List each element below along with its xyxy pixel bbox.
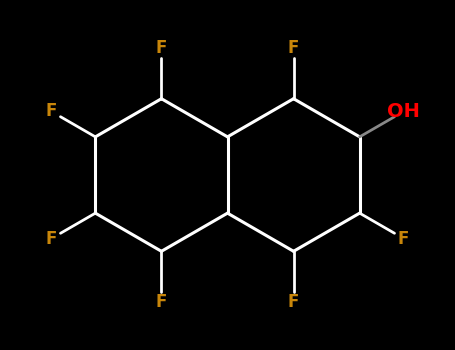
Text: OH: OH bbox=[387, 102, 420, 121]
Text: F: F bbox=[46, 103, 57, 120]
Text: F: F bbox=[46, 230, 57, 247]
Text: F: F bbox=[156, 39, 167, 57]
Text: F: F bbox=[288, 293, 299, 311]
Text: F: F bbox=[156, 293, 167, 311]
Text: F: F bbox=[288, 39, 299, 57]
Text: F: F bbox=[398, 230, 410, 247]
